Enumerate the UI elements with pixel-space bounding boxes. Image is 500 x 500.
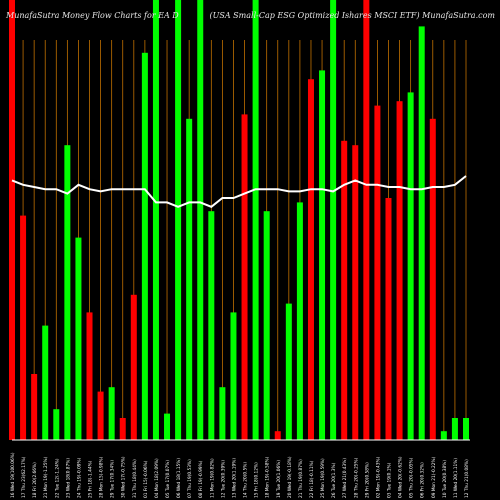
x-tick-label: 25 Fri 18(-1.44%) [88, 460, 94, 498]
x-tick-label: 30 Wed 17(-0.75%) [121, 456, 127, 498]
x-tick-label: 02 Mon 19(-0.43%) [375, 456, 381, 498]
x-tick-label: 15 Fri 18(0.12%) [254, 462, 260, 498]
x-tick-label: 31 Thu 18(0.44%) [132, 459, 138, 498]
x-tick-label: 04 Wed 20(-0.62%) [398, 456, 404, 498]
money-flow-bar [20, 215, 27, 440]
x-tick-label: 01 Fri 15(-0.06%) [143, 460, 149, 498]
x-tick-label: 21 Thu 19(0.87%) [298, 459, 304, 498]
money-flow-bar [97, 391, 104, 440]
money-flow-bar [219, 387, 226, 440]
money-flow-bar [407, 92, 414, 441]
x-tick-label: 27 Wed 21(0.43%) [342, 458, 348, 498]
money-flow-bar [42, 325, 49, 440]
x-tick-label: 24 Thu 19(-0.09%) [76, 457, 82, 498]
money-flow-bar [429, 118, 436, 441]
x-tick-label: 07 Thu 19(0.53%) [187, 459, 193, 498]
x-tick-label: 12 Thu 21(0.08%) [464, 459, 470, 498]
money-flow-bar [241, 114, 248, 441]
x-tick-label: 22 Tue 12(-1.24%) [54, 458, 60, 498]
money-flow-bar [31, 374, 38, 440]
x-tick-label: 13 Wed 20(1.19%) [231, 458, 237, 498]
money-flow-bar [252, 0, 259, 440]
money-flow-bar [374, 105, 381, 440]
x-tick-label: 26 Tue 20(1.3%) [331, 462, 337, 498]
money-flow-bar [141, 52, 148, 441]
money-flow-bar [274, 431, 281, 440]
money-flow-bar [307, 79, 314, 440]
money-flow-bar [363, 0, 370, 440]
money-flow-bar [53, 409, 60, 440]
x-tick-label: 19 Tue 20(1.06%) [276, 460, 282, 498]
money-flow-bar [396, 101, 403, 440]
x-tick-label: 06 Wed 18(1.15%) [176, 458, 182, 498]
x-tick-label: 11 Mon 19(0.82%) [209, 458, 215, 498]
chart-title: MunafaSutra Money Flow Charts for EA D [6, 11, 179, 20]
money-flow-bar [463, 418, 469, 440]
x-tick-label: 12 Tue 20(0.39%) [220, 460, 226, 498]
x-tick-label: 09 Mon 21(-0.22%) [431, 456, 437, 498]
money-flow-bar [197, 0, 204, 440]
money-flow-bar [119, 418, 126, 440]
money-flow-bar [208, 211, 215, 440]
chart-subtitle: (USA Small-Cap ESG Optimized Ishares MSC… [209, 11, 495, 20]
x-tick-label: 05 Tue 17(0.07%) [165, 460, 171, 498]
trend-line [11, 175, 467, 208]
money-flow-bar [319, 70, 326, 441]
x-tick-label: 06 Fri 20(0.32%) [420, 462, 426, 498]
money-flow-bar [330, 0, 337, 440]
x-tick-label: 14 Thu 20(0.5%) [243, 462, 249, 498]
x-tick-label: 23 Wed 18(0.87%) [65, 458, 71, 498]
x-tick-label: 10 Tue 20(0.38%) [442, 460, 448, 498]
money-flow-bar [108, 387, 115, 440]
money-flow-bar [285, 303, 292, 440]
money-flow-bar [186, 118, 193, 441]
money-flow-bar [175, 0, 182, 440]
x-tick-label: 18 Fri 20(2.66%) [32, 462, 38, 498]
x-tick-label: 03 Tue 19(0.1%) [386, 462, 392, 498]
x-tick-label: 21 Mon 19(-1.25%) [43, 456, 49, 498]
x-tick-label: 29 Fri 20(0.58%) [364, 462, 370, 498]
x-tick-label: 25 Mon 19(0.59%) [320, 458, 326, 498]
x-tick-label: 04 Mon 18(2.09%) [154, 458, 160, 498]
x-tick-label: 18 Mon 19(-0.58%) [265, 456, 271, 498]
money-flow-bar [440, 431, 447, 440]
money-flow-bar [385, 198, 392, 440]
x-tick-label: 28 Mon 15(-0.98%) [99, 456, 105, 498]
money-flow-bar [86, 312, 93, 440]
money-flow-bar [263, 211, 270, 440]
money-flow-bar [418, 26, 425, 441]
money-flow-bar [75, 237, 82, 440]
x-tick-label: 20 Wed 19(-0.18%) [287, 456, 293, 498]
money-flow-bar [341, 140, 348, 441]
x-tick-label: 22 Fri 18(-0.11%) [309, 460, 315, 498]
x-tick-label: 05 Thu 20(-0.05%) [409, 457, 415, 498]
money-flow-bar [352, 145, 359, 440]
x-tick-label: 11 Wed 20(1.11%) [453, 458, 459, 498]
money-flow-bar [164, 413, 171, 440]
money-flow-bar [152, 0, 159, 440]
x-tick-label: 29 Tue 17(0.34%) [110, 460, 116, 498]
money-flow-bar [64, 145, 71, 440]
money-flow-bar [451, 418, 458, 440]
money-flow-bar [130, 294, 137, 440]
x-tick-label: 08 Fri 19(-0.99%) [198, 460, 204, 498]
x-tick-label: 28 Thu 20(-0.25%) [353, 457, 359, 498]
x-tick-label: 16 Wed 19(100.06%) [10, 452, 16, 498]
x-tick-label: 17 Thu 23(62.17%) [21, 456, 27, 498]
money-flow-bar [9, 0, 15, 440]
money-flow-bar [296, 202, 303, 440]
money-flow-bar [230, 312, 237, 440]
